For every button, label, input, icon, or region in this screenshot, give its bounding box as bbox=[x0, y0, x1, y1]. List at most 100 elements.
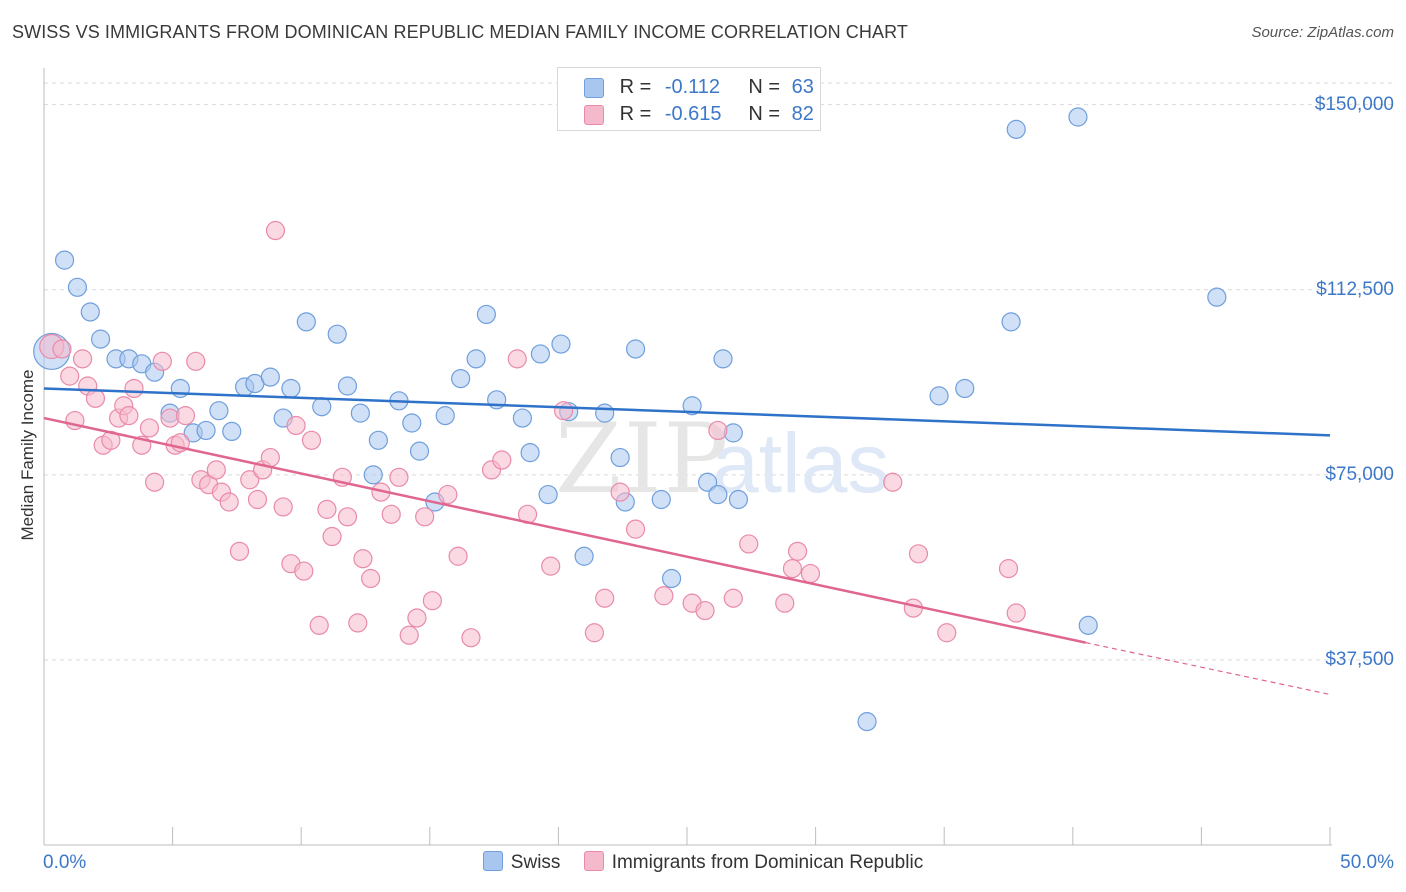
r-label: R = bbox=[619, 103, 652, 125]
swiss-point bbox=[368, 430, 388, 450]
swiss-point bbox=[857, 712, 877, 732]
swiss-point bbox=[363, 465, 383, 485]
dom-point bbox=[60, 366, 80, 386]
swiss-point bbox=[708, 484, 728, 505]
x-tick-max: 50.0% bbox=[1340, 852, 1394, 873]
dom-point bbox=[247, 489, 268, 510]
dom-point bbox=[353, 549, 373, 569]
dom-point bbox=[998, 559, 1019, 579]
swiss-point bbox=[260, 367, 280, 387]
swiss-point bbox=[409, 441, 430, 461]
swiss-point bbox=[451, 368, 471, 389]
swiss-point bbox=[1068, 107, 1088, 127]
dom-point bbox=[52, 339, 72, 359]
swiss-point bbox=[520, 443, 540, 463]
swiss-point bbox=[1207, 287, 1227, 307]
correlation-legend: R = -0.112 N = 63 R = -0.615 N = 82 bbox=[557, 67, 821, 131]
legend-label-dom: Immigrants from Dominican Republic bbox=[611, 852, 924, 873]
dom-point bbox=[361, 568, 381, 589]
legend-row-swiss: R = -0.112 N = 63 bbox=[584, 76, 814, 99]
n-value: 82 bbox=[791, 103, 814, 125]
x-tick-min: 0.0% bbox=[43, 852, 87, 873]
dom-point bbox=[301, 430, 322, 450]
swiss-point bbox=[929, 386, 949, 406]
r-label: R = bbox=[619, 76, 652, 98]
dom-point bbox=[206, 460, 226, 480]
dom-point bbox=[448, 546, 468, 566]
dom-point bbox=[775, 593, 795, 613]
legend-item-dom[interactable]: Immigrants from Dominican Republic bbox=[583, 850, 924, 874]
swiss-point bbox=[337, 376, 358, 396]
swiss-point bbox=[512, 408, 532, 428]
legend-label-swiss: Swiss bbox=[510, 852, 561, 873]
dom-point bbox=[265, 220, 286, 241]
trend-lines bbox=[43, 387, 1331, 696]
dom-point bbox=[787, 541, 808, 561]
dom-point bbox=[399, 625, 419, 645]
dom-point bbox=[695, 600, 715, 621]
dom-point bbox=[229, 541, 250, 561]
dom-point bbox=[381, 504, 401, 524]
dom-point bbox=[908, 544, 929, 564]
n-label: N = bbox=[748, 103, 781, 125]
swiss-point bbox=[728, 489, 749, 510]
legend-row-dom: R = -0.615 N = 82 bbox=[584, 103, 814, 126]
gridlines bbox=[44, 82, 1395, 661]
dom-point bbox=[175, 406, 196, 426]
swiss-point bbox=[209, 401, 229, 421]
dom-point bbox=[72, 349, 93, 369]
swiss-point bbox=[713, 349, 733, 369]
source-label: Source: ZipAtlas.com bbox=[1251, 24, 1394, 41]
swiss-point bbox=[625, 339, 646, 359]
dom-point bbox=[139, 418, 160, 438]
swiss-point bbox=[651, 489, 671, 510]
watermark-zip: ZIP bbox=[555, 403, 730, 515]
dom-points bbox=[39, 220, 1026, 648]
dom-swatch bbox=[583, 850, 604, 871]
y-tick-label: $37,500 bbox=[1325, 648, 1394, 670]
dom-point bbox=[654, 586, 674, 606]
swiss-point bbox=[466, 349, 486, 369]
dom-point bbox=[286, 415, 306, 436]
r-value: -0.615 bbox=[664, 103, 722, 125]
dom-point bbox=[294, 561, 314, 581]
swiss-points bbox=[33, 107, 1227, 732]
dom-point bbox=[309, 615, 329, 635]
swiss-point bbox=[327, 324, 347, 344]
legend-item-swiss[interactable]: Swiss bbox=[482, 850, 561, 874]
n-label: N = bbox=[748, 76, 781, 98]
chart-title: SWISS VS IMMIGRANTS FROM DOMINICAN REPUB… bbox=[12, 22, 908, 42]
dom-point bbox=[800, 563, 821, 584]
dom-point bbox=[507, 349, 527, 369]
dom-point bbox=[584, 623, 605, 643]
dom-point bbox=[625, 519, 646, 539]
swiss-point bbox=[281, 378, 301, 399]
dom-point bbox=[348, 613, 368, 633]
swiss-point bbox=[955, 378, 975, 399]
swiss-point bbox=[312, 397, 332, 417]
dom-point bbox=[723, 588, 743, 608]
n-value: 63 bbox=[791, 76, 814, 98]
swiss-point bbox=[296, 312, 316, 332]
swiss-point bbox=[1006, 119, 1026, 139]
dom-point bbox=[461, 628, 481, 648]
dom-point bbox=[85, 388, 106, 408]
dom-point bbox=[739, 534, 759, 554]
swiss-point bbox=[661, 568, 682, 589]
swiss-point bbox=[54, 250, 75, 270]
swiss-point bbox=[1001, 312, 1021, 332]
swiss-point bbox=[574, 546, 594, 566]
swiss-point bbox=[682, 396, 702, 416]
axes bbox=[43, 68, 1332, 846]
dom-swatch bbox=[584, 104, 604, 125]
dom-point bbox=[240, 470, 260, 490]
dom-point bbox=[937, 623, 957, 643]
swiss-point bbox=[80, 302, 100, 322]
dom-point bbox=[438, 484, 458, 505]
y-tick-label: $112,500 bbox=[1316, 278, 1394, 300]
swiss-point bbox=[435, 406, 455, 426]
dom-point bbox=[273, 497, 293, 517]
y-tick-label: $75,000 bbox=[1325, 463, 1394, 485]
swiss-swatch bbox=[584, 77, 604, 98]
